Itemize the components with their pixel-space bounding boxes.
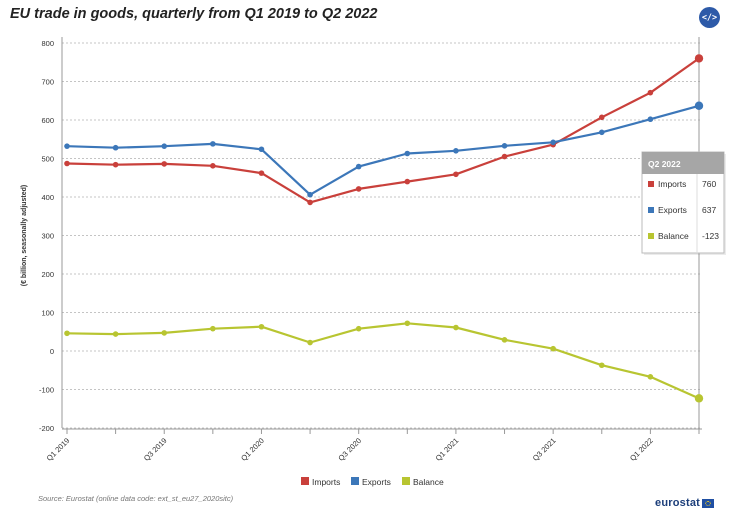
data-point-imports	[694, 54, 704, 63]
y-tick-label: 300	[41, 232, 54, 241]
tooltip-label: Balance	[658, 231, 689, 241]
tooltip-swatch	[648, 233, 654, 239]
x-tick-label: Q1 2020	[239, 436, 266, 463]
brand-text: eurostat	[655, 497, 700, 509]
data-point-imports	[453, 171, 459, 178]
data-point-exports	[210, 141, 216, 147]
series-line-imports	[66, 57, 700, 204]
x-tick-label: Q3 2020	[336, 436, 363, 463]
eurostat-logo: eurostat	[655, 497, 714, 509]
data-point-exports	[694, 101, 704, 110]
legend-item-balance: Balance	[402, 477, 444, 487]
legend-label: Exports	[362, 477, 391, 487]
data-point-balance	[112, 331, 119, 337]
y-tick-label: 400	[41, 193, 54, 202]
tooltip-label: Exports	[658, 205, 687, 215]
y-tick-label: -100	[39, 386, 54, 395]
tooltip-header-bg	[642, 152, 724, 174]
data-point-exports	[647, 116, 654, 123]
tooltip-row-exports: Exports 637	[648, 205, 716, 215]
data-point-exports	[112, 144, 119, 151]
data-point-exports	[598, 129, 605, 136]
data-point-balance	[501, 337, 508, 343]
data-point-imports	[647, 89, 654, 96]
legend-label: Imports	[312, 477, 340, 487]
tooltip-value: -123	[702, 231, 719, 241]
y-tick-label: 700	[41, 78, 54, 87]
data-point-exports	[453, 148, 459, 154]
tooltip-value: 760	[702, 179, 716, 189]
legend-swatch	[301, 477, 309, 485]
y-tick-label: 600	[41, 116, 54, 125]
data-point-balance	[161, 330, 168, 336]
y-tick-label: 500	[41, 155, 54, 164]
legend-swatch	[351, 477, 359, 485]
legend-label: Balance	[413, 477, 444, 487]
chart-title: EU trade in goods, quarterly from Q1 201…	[10, 6, 378, 22]
y-tick-label: 800	[41, 39, 54, 48]
data-point-balance	[453, 324, 459, 331]
tooltip-value: 637	[702, 205, 716, 215]
legend-item-exports: Exports	[351, 477, 391, 487]
data-point-exports	[161, 143, 168, 149]
x-tick-label: Q3 2019	[142, 436, 169, 463]
data-point-balance	[404, 320, 411, 327]
data-point-balance	[647, 373, 654, 380]
series-line-exports	[66, 104, 700, 196]
y-tick-label: 200	[41, 270, 54, 279]
data-point-imports	[355, 186, 362, 192]
x-tick-label: Q1 2021	[434, 436, 461, 463]
eu-flag-icon	[702, 498, 714, 508]
legend-item-imports: Imports	[301, 477, 340, 487]
data-point-imports	[210, 163, 216, 169]
data-point-imports	[404, 178, 411, 185]
data-point-imports	[501, 153, 508, 160]
data-point-exports	[404, 150, 411, 157]
tooltip-row-balance: Balance -123	[648, 231, 719, 241]
data-point-balance	[258, 323, 265, 330]
data-point-balance	[355, 325, 362, 332]
y-tick-label: 100	[41, 309, 54, 318]
tooltip-row-imports: Imports 760	[648, 179, 716, 189]
legend-swatch	[402, 477, 410, 485]
tooltip-header: Q2 2022	[648, 159, 681, 169]
data-point-imports	[161, 161, 168, 167]
data-point-imports	[307, 199, 313, 206]
data-point-imports	[258, 170, 265, 176]
data-point-exports	[258, 146, 265, 153]
y-tick-label: -200	[39, 424, 54, 433]
source-note: Source: Eurostat (online data code: ext_…	[38, 494, 234, 503]
y-axis-title: (€ billion, seasonally adjusted)	[21, 185, 28, 287]
data-point-imports	[112, 161, 119, 168]
data-point-balance	[694, 394, 704, 403]
data-point-exports	[64, 143, 70, 149]
y-tick-label: 0	[50, 347, 54, 356]
data-point-exports	[550, 139, 556, 146]
tooltip-swatch	[648, 181, 654, 187]
x-tick-label: Q1 2022	[628, 436, 655, 463]
data-point-imports	[598, 114, 605, 121]
series-line-balance	[66, 322, 700, 400]
data-point-balance	[307, 339, 313, 346]
tooltip-label: Imports	[658, 179, 686, 189]
data-point-balance	[550, 345, 556, 352]
data-point-imports	[64, 160, 70, 167]
data-point-balance	[210, 325, 216, 332]
data-point-exports	[355, 163, 362, 170]
x-tick-label: Q3 2021	[531, 436, 558, 463]
embed-code-button[interactable]: </>	[699, 7, 720, 28]
data-point-exports	[501, 142, 508, 149]
data-point-exports	[307, 191, 313, 198]
data-point-balance	[64, 330, 70, 337]
x-tick-label: Q1 2019	[45, 436, 72, 463]
data-point-balance	[598, 362, 605, 369]
tooltip-swatch	[648, 207, 654, 213]
